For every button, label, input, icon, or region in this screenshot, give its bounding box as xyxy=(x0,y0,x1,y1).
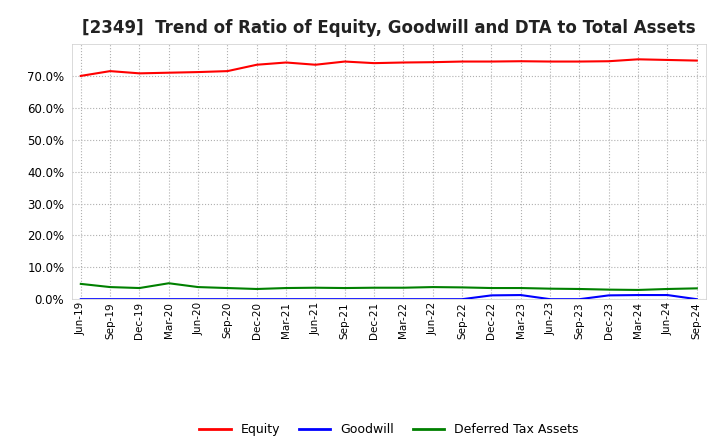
Legend: Equity, Goodwill, Deferred Tax Assets: Equity, Goodwill, Deferred Tax Assets xyxy=(194,418,583,440)
Title: [2349]  Trend of Ratio of Equity, Goodwill and DTA to Total Assets: [2349] Trend of Ratio of Equity, Goodwil… xyxy=(82,19,696,37)
